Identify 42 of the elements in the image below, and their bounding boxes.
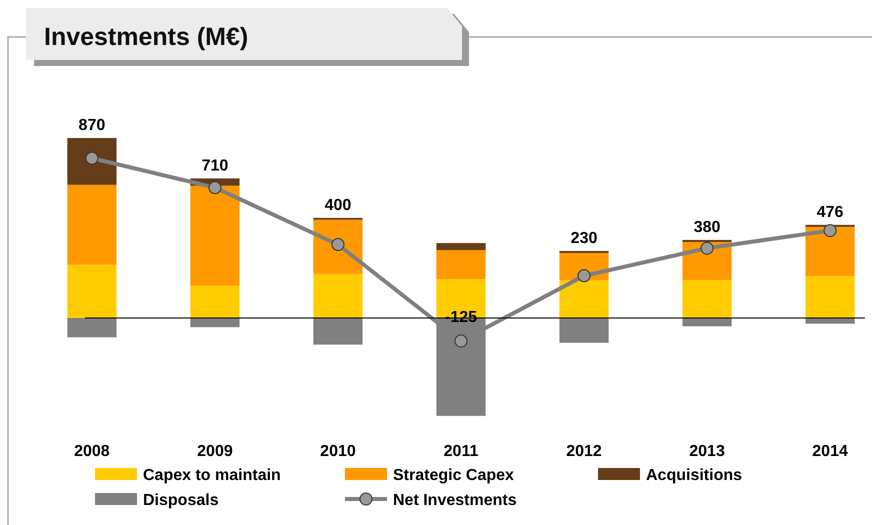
point xyxy=(208,181,222,194)
bar xyxy=(313,318,363,345)
bar xyxy=(805,226,855,276)
data-label: 710 xyxy=(202,157,228,174)
point xyxy=(700,242,714,255)
bar xyxy=(313,274,363,318)
data-label: 476 xyxy=(816,204,844,221)
legend-label: Disposals xyxy=(143,492,219,509)
x-tick-label: 2009 xyxy=(197,443,233,460)
legend-label: Acquisitions xyxy=(646,467,742,484)
data-label: 230 xyxy=(570,230,598,247)
bar xyxy=(67,264,117,318)
text: Investments (M€) xyxy=(44,23,248,51)
point xyxy=(578,269,591,282)
bar xyxy=(190,286,240,318)
data-label: 870 xyxy=(78,117,106,134)
x-tick-label: 2010 xyxy=(320,443,356,460)
bar xyxy=(190,186,240,286)
legend-label: Net Investments xyxy=(393,492,517,509)
bar xyxy=(805,276,855,318)
x-tick-label: 2011 xyxy=(444,443,478,460)
bar xyxy=(436,243,486,250)
x-tick-label: 2013 xyxy=(689,443,725,460)
legend-label: Capex to maintain xyxy=(143,467,281,484)
bar xyxy=(67,138,117,185)
bar xyxy=(436,250,486,280)
bar xyxy=(559,318,609,343)
bar xyxy=(682,280,732,318)
x-tick-label: 2014 xyxy=(812,443,848,460)
bar xyxy=(682,318,732,326)
x-tick-label: 2012 xyxy=(566,443,602,460)
point xyxy=(824,224,837,238)
bar xyxy=(67,184,117,265)
bar xyxy=(67,318,117,338)
x-tick-label: 2008 xyxy=(74,443,110,460)
bar xyxy=(190,318,240,328)
data-label: 380 xyxy=(694,218,721,236)
bar xyxy=(559,280,609,318)
data-label: 400 xyxy=(324,196,352,214)
legend-label: Strategic Capex xyxy=(393,467,514,484)
point xyxy=(454,334,468,348)
point xyxy=(331,238,344,252)
